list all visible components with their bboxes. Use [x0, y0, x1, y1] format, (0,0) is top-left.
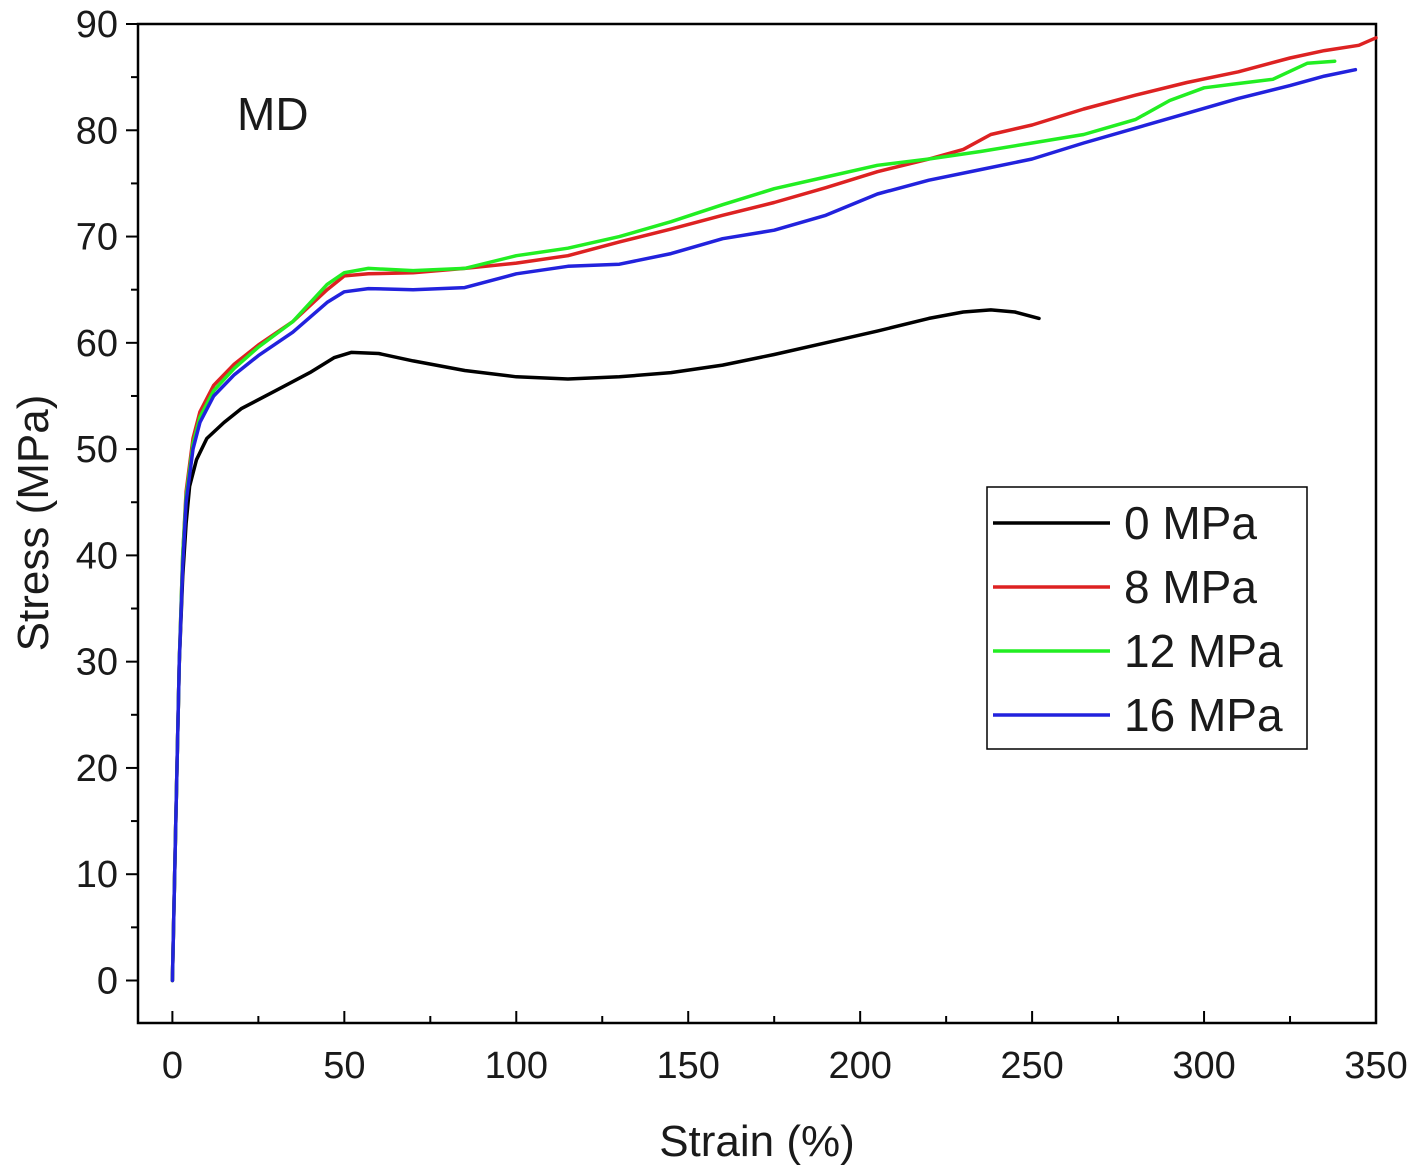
y-tick-label: 0: [97, 960, 118, 1002]
x-axis-ticks: 0 50 100 150 200 250 300 350: [162, 1011, 1408, 1087]
y-tick-label: 50: [76, 429, 118, 471]
plot-frame: [136, 22, 1378, 1025]
legend-label: 8 MPa: [1124, 561, 1257, 613]
series-line: [170, 67, 1358, 983]
legend-label: 12 MPa: [1124, 625, 1283, 677]
series-lines: [170, 36, 1378, 983]
legend: 0 MPa 8 MPa 12 MPa 16 MPa: [986, 486, 1308, 750]
x-tick-label: 50: [323, 1045, 365, 1087]
x-tick-label: 0: [162, 1045, 183, 1087]
legend-label: 0 MPa: [1124, 497, 1257, 549]
y-axis-ticks: 0 10 20 30 40 50 60 70 80 90: [76, 4, 138, 1002]
y-tick-label: 90: [76, 4, 118, 46]
legend-label: 16 MPa: [1124, 689, 1283, 741]
x-tick-label: 300: [1172, 1045, 1235, 1087]
y-tick-label: 40: [76, 535, 118, 577]
y-tick-label: 30: [76, 642, 118, 684]
y-axis-title: Stress (MPa): [9, 395, 58, 652]
x-axis-title: Strain (%): [659, 1117, 855, 1166]
y-tick-label: 10: [76, 854, 118, 896]
x-tick-label: 250: [1000, 1045, 1063, 1087]
legend-box: [986, 486, 1308, 750]
chart-annotation: MD: [237, 88, 309, 140]
y-tick-label: 60: [76, 323, 118, 365]
x-tick-label: 100: [485, 1045, 548, 1087]
y-tick-label: 80: [76, 110, 118, 152]
y-tick-label: 70: [76, 217, 118, 259]
x-tick-label: 350: [1344, 1045, 1407, 1087]
series-line: [170, 308, 1041, 983]
y-tick-label: 20: [76, 748, 118, 790]
x-tick-label: 200: [828, 1045, 891, 1087]
x-tick-label: 150: [657, 1045, 720, 1087]
